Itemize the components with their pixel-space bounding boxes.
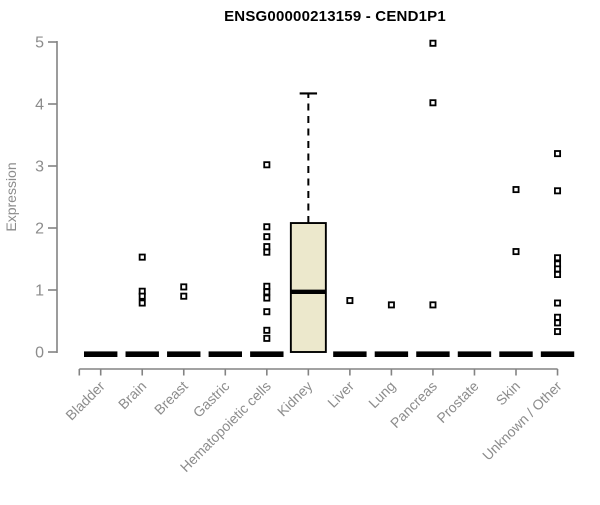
data-point xyxy=(263,223,271,231)
data-point xyxy=(429,39,437,47)
data-point xyxy=(429,301,437,309)
data-point xyxy=(263,282,271,290)
data-point xyxy=(554,319,562,327)
data-point xyxy=(554,254,562,262)
y-tick-label: 0 xyxy=(35,345,44,362)
data-point xyxy=(263,288,271,296)
data-point xyxy=(554,150,562,158)
data-point xyxy=(138,292,146,300)
data-point xyxy=(180,283,188,291)
data-point xyxy=(554,299,562,307)
chart-title: ENSG00000213159 - CEND1P1 xyxy=(224,8,446,25)
category-label: Bladder xyxy=(62,378,108,424)
category-label: Liver xyxy=(324,378,357,411)
category-label: Unknown / Other xyxy=(479,378,565,464)
category-label: Kidney xyxy=(274,378,316,420)
data-point xyxy=(512,248,520,256)
data-point xyxy=(554,328,562,336)
data-point xyxy=(346,297,354,305)
zero-bar xyxy=(540,351,575,357)
data-point xyxy=(263,334,271,342)
zero-bar xyxy=(125,351,159,357)
data-point xyxy=(263,243,271,251)
y-tick-label: 4 xyxy=(35,97,44,114)
zero-bar xyxy=(499,351,533,357)
data-point xyxy=(429,99,437,107)
data-point xyxy=(138,299,146,307)
data-point xyxy=(180,292,188,300)
data-point xyxy=(263,233,271,241)
data-point xyxy=(263,308,271,316)
zero-bar xyxy=(374,351,409,357)
category-label: Prostate xyxy=(433,378,481,426)
category-label: Brain xyxy=(115,378,149,412)
y-tick-label: 1 xyxy=(35,283,44,300)
data-point xyxy=(263,161,271,169)
category-label: Skin xyxy=(493,378,524,409)
y-tick-label: 5 xyxy=(35,35,44,52)
zero-bar xyxy=(416,351,450,357)
data-point xyxy=(387,301,395,309)
data-point xyxy=(263,326,271,334)
data-point xyxy=(554,313,562,321)
data-point xyxy=(138,253,146,261)
data-point xyxy=(263,248,271,256)
y-tick-label: 2 xyxy=(35,221,44,238)
zero-bar xyxy=(250,351,284,357)
zero-bar xyxy=(84,351,118,357)
y-tick-label: 3 xyxy=(35,159,44,176)
category-label: Lung xyxy=(365,378,398,411)
data-point xyxy=(554,265,562,273)
zero-bar xyxy=(167,351,201,357)
data-point xyxy=(554,270,562,278)
data-point xyxy=(512,186,520,194)
box xyxy=(289,222,327,353)
zero-bar xyxy=(333,351,367,357)
zero-bar xyxy=(457,351,492,357)
data-point xyxy=(263,294,271,302)
zero-bar xyxy=(208,351,242,357)
data-point xyxy=(554,187,562,195)
y-axis-label: Expression xyxy=(3,162,19,231)
category-label: Breast xyxy=(151,378,191,418)
